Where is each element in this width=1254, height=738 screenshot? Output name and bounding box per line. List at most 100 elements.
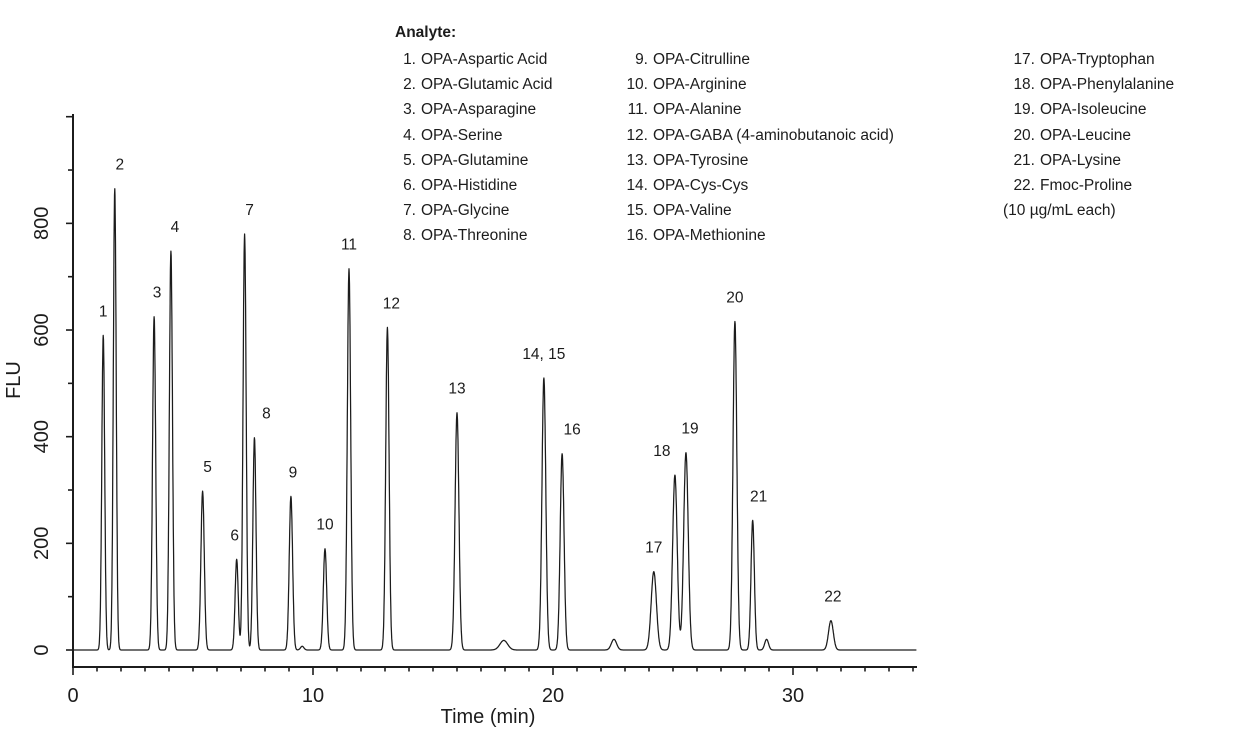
analyte-number: 15.: [626, 202, 648, 220]
analyte-number: 4.: [403, 126, 416, 144]
analyte-number: 6.: [403, 177, 416, 195]
analyte-item: 14. OPA-Cys-Cys: [620, 173, 894, 198]
analyte-name: Fmoc-Proline: [1040, 177, 1133, 195]
analyte-name: OPA-Leucine: [1040, 126, 1132, 144]
analyte-item: 4. OPA-Serine: [394, 123, 553, 148]
analyte-item: 18. OPA-Phenylalanine: [1003, 72, 1174, 97]
analyte-number: 3.: [403, 101, 416, 119]
analyte-legend-column-2: 9. OPA-Citrulline 10. OPA-Arginine 11. OPA-Al…: [620, 47, 894, 249]
analyte-item: 19. OPA-Isoleucine: [1003, 97, 1174, 122]
peak-label: 6: [230, 527, 239, 544]
analyte-name: OPA-Citrulline: [653, 51, 751, 68]
analyte-number: 20.: [1013, 126, 1035, 144]
analyte-number: 11.: [627, 101, 648, 119]
analyte-name: OPA-Threonine: [421, 227, 528, 245]
peak-label: 20: [726, 289, 744, 306]
peak-label: 14, 15: [522, 346, 565, 363]
analyte-legend-header: Analyte:: [395, 24, 457, 41]
analyte-name: OPA-Methionine: [653, 227, 766, 245]
analyte-item: 10. OPA-Arginine: [620, 72, 894, 97]
peak-label: 4: [171, 219, 180, 236]
analyte-item: 20. OPA-Leucine: [1003, 123, 1174, 148]
analyte-item: 7. OPA-Glycine: [394, 198, 553, 223]
analyte-item: 15. OPA-Valine: [620, 198, 894, 223]
analyte-item: 5. OPA-Glutamine: [394, 148, 553, 173]
analyte-name: OPA-Alanine: [653, 101, 742, 119]
analyte-number: 8.: [403, 227, 416, 245]
analyte-name: OPA-Serine: [421, 126, 503, 144]
peak-label: 10: [316, 517, 334, 534]
peak-label: 1: [99, 303, 108, 320]
x-axis-tick-label: 10: [302, 685, 324, 707]
analyte-name: OPA-Cys-Cys: [653, 177, 749, 195]
analyte-item: 3. OPA-Asparagine: [394, 97, 553, 122]
peak-label: 16: [563, 422, 580, 439]
peak-label: 7: [245, 202, 254, 219]
analyte-name: OPA-GABA (4-aminobutanoic acid): [653, 126, 894, 144]
analyte-number: 19.: [1013, 101, 1035, 119]
analyte-legend-column-3: 17. OPA-Tryptophan 18. OPA-Phenylalanine 19.…: [1003, 47, 1174, 223]
analyte-number: 21.: [1013, 151, 1035, 169]
peak-label: 9: [289, 464, 298, 481]
analyte-item: 21. OPA-Lysine: [1003, 148, 1174, 173]
peak-label: 17: [645, 540, 662, 557]
analyte-item: 11. OPA-Alanine: [620, 97, 894, 122]
analyte-item: 22. Fmoc-Proline: [1003, 173, 1174, 198]
analyte-name: OPA-Isoleucine: [1040, 101, 1147, 119]
analyte-number: 5.: [403, 151, 416, 169]
analyte-item: 16. OPA-Methionine: [620, 223, 894, 248]
chromatogram-trace: [72, 188, 917, 651]
y-axis-title: FLU: [3, 361, 25, 399]
peak-label: 12: [383, 295, 400, 312]
analyte-name: OPA-Tyrosine: [653, 151, 749, 169]
analyte-item: 2. OPA-Glutamic Acid: [394, 72, 553, 97]
analyte-item: 12. OPA-GABA (4-aminobutanoic acid): [620, 123, 894, 148]
analyte-name: OPA-Aspartic Acid: [421, 51, 548, 68]
analyte-number: 13.: [626, 151, 648, 169]
analyte-number: 14.: [626, 177, 648, 195]
analyte-number: 7.: [403, 202, 416, 220]
peak-label: 5: [203, 459, 212, 476]
peak-label: 11: [341, 237, 357, 254]
analyte-name: OPA-Tryptophan: [1040, 51, 1155, 68]
peak-label: 13: [448, 381, 465, 398]
analyte-name: OPA-Lysine: [1040, 151, 1121, 169]
analyte-number: 1.: [403, 51, 416, 68]
analyte-name: OPA-Glycine: [421, 202, 510, 220]
analyte-number: 22.: [1013, 177, 1035, 195]
y-axis-tick-label: 400: [31, 420, 53, 453]
peak-label: 8: [262, 406, 271, 423]
analyte-name: OPA-Histidine: [421, 177, 518, 195]
analyte-item: 13. OPA-Tyrosine: [620, 148, 894, 173]
peak-label: 3: [153, 285, 162, 302]
y-axis-tick-label: 600: [31, 313, 53, 346]
analyte-name: OPA-Glutamic Acid: [421, 76, 553, 94]
analyte-item: 17. OPA-Tryptophan: [1003, 47, 1174, 72]
analyte-number: 17.: [1013, 51, 1035, 68]
x-axis-tick-label: 20: [542, 685, 564, 707]
analyte-name: OPA-Asparagine: [421, 101, 537, 119]
peak-label: 18: [653, 443, 670, 460]
x-axis-tick-label: 0: [67, 685, 78, 707]
analyte-number: 2.: [403, 76, 416, 94]
analyte-item: 9. OPA-Citrulline: [620, 47, 894, 72]
analyte-name: OPA-Phenylalanine: [1040, 76, 1175, 94]
y-axis-tick-label: 200: [31, 527, 53, 560]
analyte-legend-column-1: 1. OPA-Aspartic Acid 2. OPA-Glutamic Acid 3.…: [394, 47, 553, 249]
x-axis-title: Time (min): [441, 706, 536, 728]
analyte-item: 6. OPA-Histidine: [394, 173, 553, 198]
y-axis-tick-label: 0: [31, 644, 53, 655]
analyte-name: OPA-Valine: [653, 202, 732, 220]
analyte-item: 8. OPA-Threonine: [394, 223, 553, 248]
analyte-number: 16.: [626, 227, 648, 245]
peak-label: 21: [750, 488, 767, 505]
analyte-number: 12.: [626, 126, 648, 144]
analyte-name: OPA-Arginine: [653, 76, 747, 94]
analyte-number: 10.: [626, 76, 648, 94]
y-axis-tick-label: 800: [31, 207, 53, 240]
analyte-item: 1. OPA-Aspartic Acid: [394, 47, 553, 72]
peak-label: 2: [115, 157, 124, 174]
analyte-number: 9.: [635, 51, 648, 68]
